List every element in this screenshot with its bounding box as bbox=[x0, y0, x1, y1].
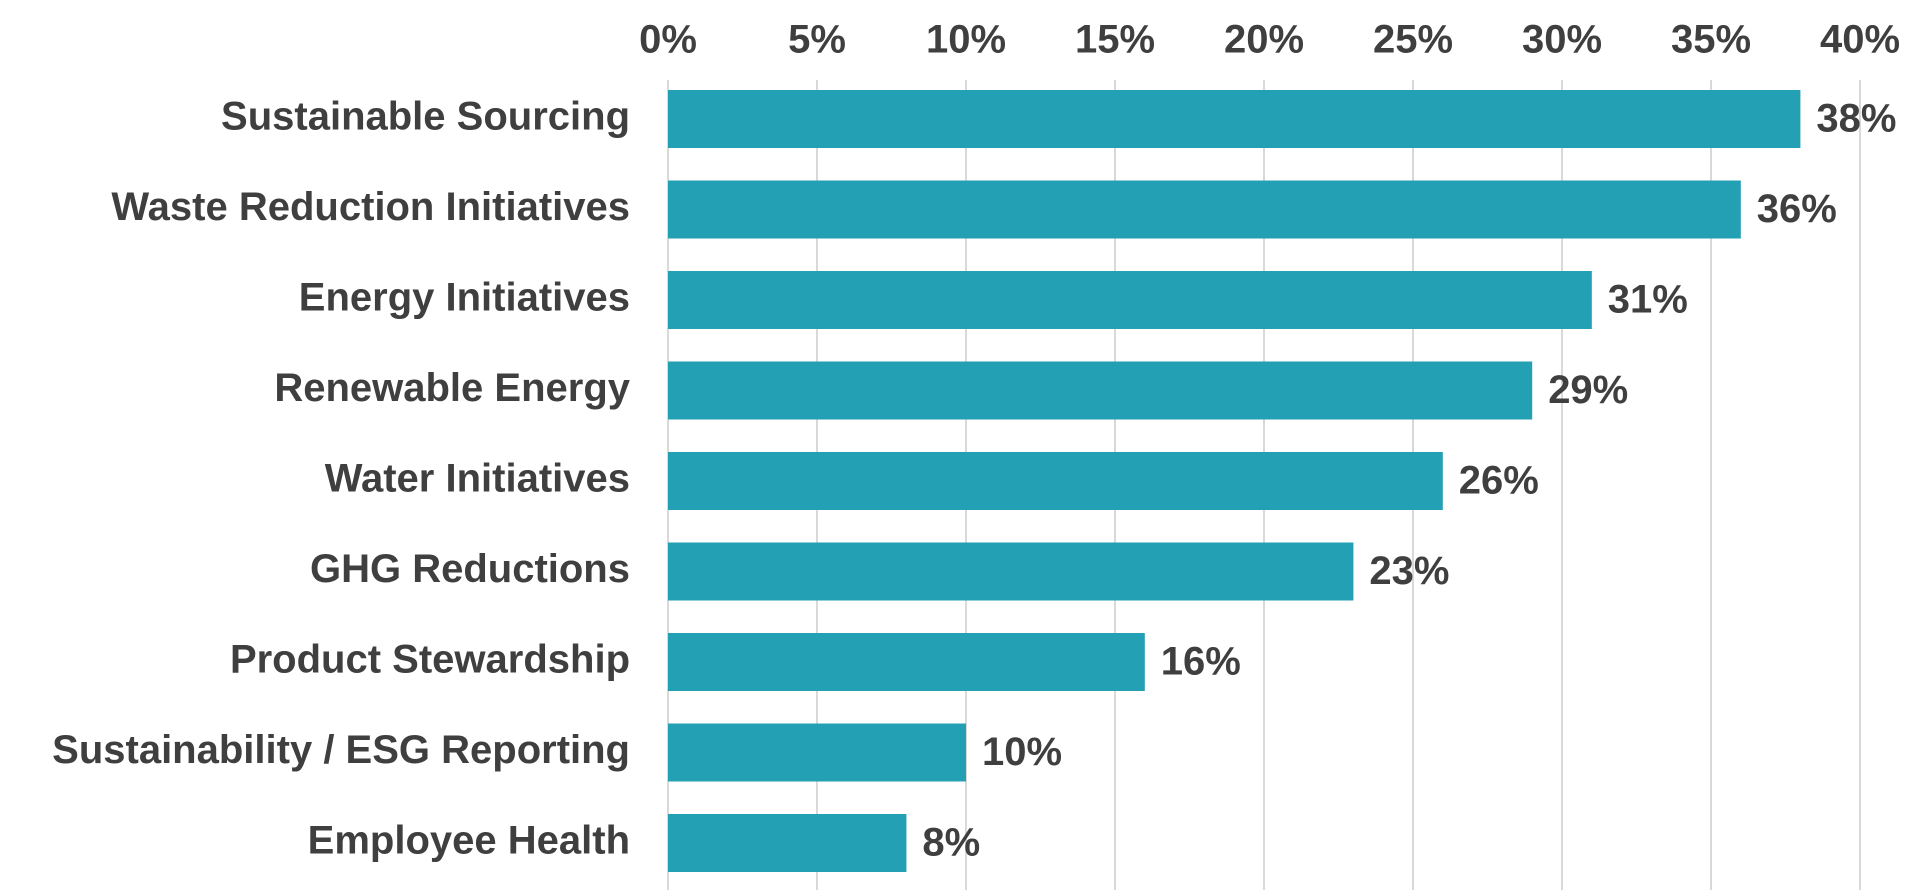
category-label: Energy Initiatives bbox=[299, 276, 630, 320]
x-tick-label: 10% bbox=[926, 18, 1006, 62]
bar bbox=[668, 723, 966, 782]
category-label: Renewable Energy bbox=[274, 366, 630, 410]
bar bbox=[668, 814, 907, 872]
bar bbox=[668, 452, 1443, 510]
data-labels: 38% 36% 31% 29% 26% 23% 16% 10% 8% bbox=[922, 97, 1896, 865]
data-label: 36% bbox=[1757, 187, 1837, 231]
bar bbox=[668, 90, 1801, 148]
bar bbox=[668, 361, 1533, 420]
category-label: Product Stewardship bbox=[230, 638, 630, 682]
category-label: Water Initiatives bbox=[325, 457, 630, 501]
bars bbox=[668, 90, 1801, 872]
data-label: 38% bbox=[1816, 97, 1896, 141]
category-labels: Sustainable Sourcing Waste Reduction Init… bbox=[52, 95, 631, 863]
data-label: 31% bbox=[1608, 278, 1688, 322]
category-label: Employee Health bbox=[308, 819, 630, 863]
x-tick-label: 40% bbox=[1820, 18, 1900, 62]
category-label: GHG Reductions bbox=[310, 547, 630, 591]
x-axis-ticks: 0% 5% 10% 15% 20% 25% 30% 35% 40% bbox=[639, 18, 1900, 62]
bar bbox=[668, 542, 1354, 601]
x-tick-label: 0% bbox=[639, 18, 697, 62]
category-label: Sustainable Sourcing bbox=[221, 95, 630, 139]
data-label: 26% bbox=[1459, 459, 1539, 503]
x-tick-label: 25% bbox=[1373, 18, 1453, 62]
x-tick-label: 20% bbox=[1224, 18, 1304, 62]
data-label: 29% bbox=[1548, 368, 1628, 412]
category-label: Sustainability / ESG Reporting bbox=[52, 728, 630, 772]
data-label: 16% bbox=[1161, 640, 1241, 684]
data-label: 8% bbox=[922, 821, 980, 865]
bar bbox=[668, 633, 1145, 691]
data-label: 23% bbox=[1369, 549, 1449, 593]
bar bbox=[668, 180, 1741, 239]
x-tick-label: 30% bbox=[1522, 18, 1602, 62]
x-tick-label: 5% bbox=[788, 18, 846, 62]
category-label: Waste Reduction Initiatives bbox=[111, 185, 630, 229]
x-tick-label: 15% bbox=[1075, 18, 1155, 62]
bar bbox=[668, 271, 1592, 329]
x-tick-label: 35% bbox=[1671, 18, 1751, 62]
data-label: 10% bbox=[982, 730, 1062, 774]
